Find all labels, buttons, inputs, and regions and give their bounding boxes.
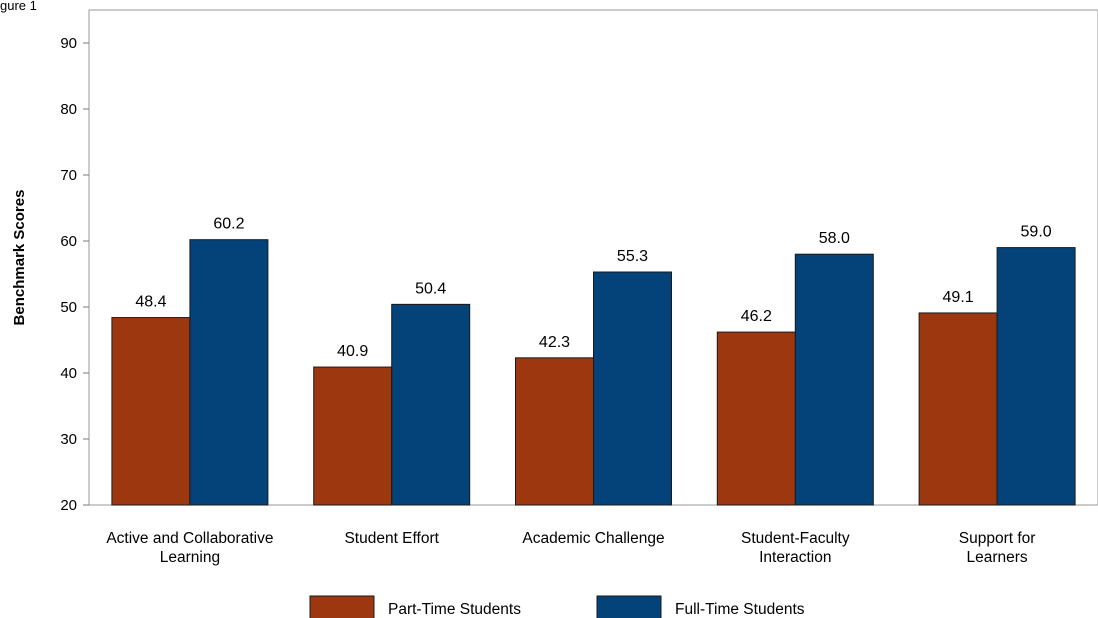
bar-part-time-4 (918, 312, 998, 506)
bar-full-time-2 (593, 271, 672, 506)
x-category-label-line: Student Effort (344, 530, 439, 547)
x-category-label: Student Effort (344, 530, 439, 547)
data-label: 59.0 (1021, 224, 1052, 241)
y-axis-title: Benchmark Scores (11, 190, 28, 326)
data-label: 49.1 (943, 289, 974, 306)
bar-full-time-3 (794, 253, 874, 506)
data-label: 48.4 (135, 294, 166, 311)
value-labels: 48.4 60.2 40.9 50.4 42.3 55.3 46.2 58.0 49.1 59.0 (135, 216, 1051, 360)
bar-part-time-0 (111, 317, 191, 506)
y-tick-label: 50 (60, 299, 77, 316)
data-label: 42.3 (539, 334, 570, 351)
bar-part-time-3 (716, 331, 796, 506)
bar-part-time-1 (313, 366, 393, 506)
legend-swatch-part-time (309, 595, 375, 618)
x-category-label-line: Support for (959, 530, 1036, 547)
x-category-label-line: Active and Collaborative (106, 530, 273, 547)
x-category-label: Student-Faculty Interaction (741, 530, 850, 566)
data-label: 58.0 (819, 230, 850, 247)
bar-full-time-1 (391, 303, 471, 506)
y-tick-label: 70 (60, 167, 77, 184)
legend-swatch-full-time (596, 595, 662, 618)
data-label: 60.2 (213, 216, 244, 233)
bar-full-time-4 (996, 247, 1076, 506)
y-tick-label: 20 (60, 497, 77, 514)
legend-label: Full-Time Students (675, 601, 805, 618)
x-category-label: Academic Challenge (522, 530, 664, 547)
y-tick-label: 30 (60, 431, 77, 448)
y-tick-label: 40 (60, 365, 77, 382)
x-category-label-line: Interaction (759, 549, 831, 566)
category-labels: Active and Collaborative Learning Student … (106, 530, 1035, 566)
x-category-label: Support for Learners (959, 530, 1036, 566)
y-tick-label: 90 (60, 35, 77, 52)
y-tick-label: 80 (60, 101, 77, 118)
y-ticks: 20 30 40 50 60 70 80 90 (60, 35, 89, 514)
x-category-label-line: Learners (967, 549, 1028, 566)
legend-label: Part-Time Students (388, 601, 521, 618)
data-label: 40.9 (337, 343, 368, 360)
x-category-label-line: Student-Faculty (741, 530, 850, 547)
x-category-label-line: Learning (160, 549, 220, 566)
y-tick-label: 60 (60, 233, 77, 250)
data-label: 46.2 (741, 308, 772, 325)
figure-label: gure 1 (0, 0, 37, 13)
bar-full-time-0 (189, 239, 269, 506)
x-category-label: Active and Collaborative Learning (106, 530, 273, 566)
bar-part-time-2 (515, 357, 594, 506)
y-axis-title-group: Benchmark Scores (11, 190, 28, 326)
bars (111, 239, 1076, 506)
legend: Part-Time Students Full-Time Students (309, 595, 805, 618)
data-label: 50.4 (415, 280, 446, 297)
x-category-label-line: Academic Challenge (522, 530, 664, 547)
data-label: 55.3 (617, 248, 648, 265)
